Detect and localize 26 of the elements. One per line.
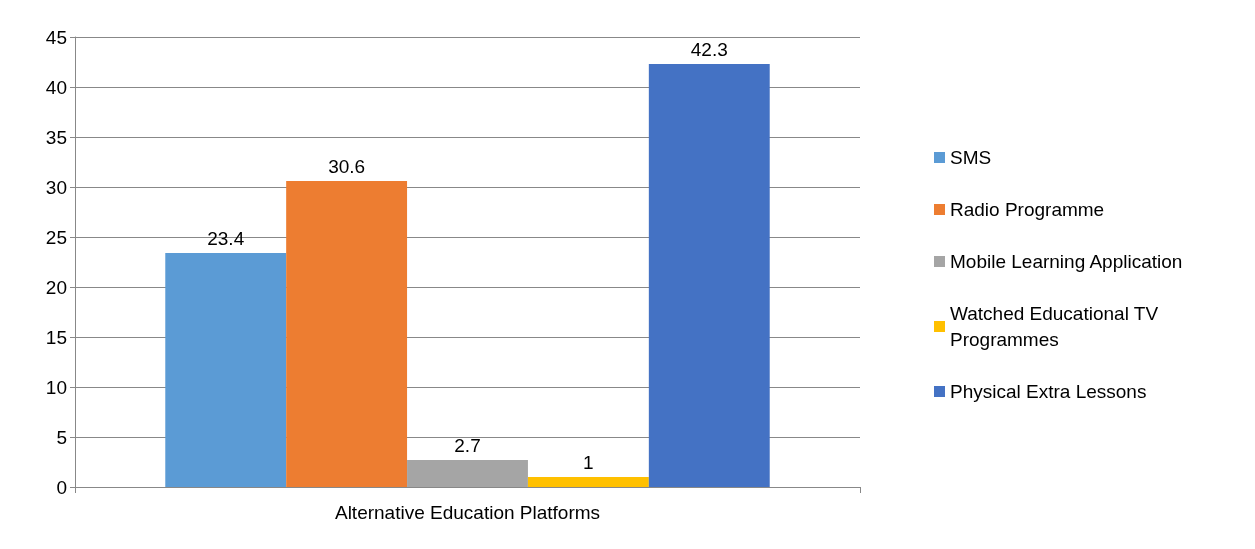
data-label: 30.6 [328,156,366,177]
data-label: 1 [583,452,594,473]
y-tick-label: 35 [45,126,67,148]
y-tick-label: 0 [56,476,67,498]
y-tick-label: 45 [45,26,67,48]
y-tick-label: 15 [45,326,67,348]
legend-label: Physical Extra Lessons [950,381,1147,402]
legend-label: SMS [950,147,992,168]
legend-label: Radio Programme [950,199,1105,220]
data-label: 23.4 [207,228,245,249]
y-tick-label: 20 [45,276,67,298]
bar [165,253,287,487]
bar [527,477,649,487]
bar [648,64,770,487]
data-label: 42.3 [690,39,728,60]
y-tick-label: 10 [45,376,67,398]
legend-label: Watched Educational TV Programmes [950,303,1164,350]
data-label: 2.7 [454,435,481,456]
y-tick-label: 5 [56,426,67,448]
y-tick-label: 40 [45,76,67,98]
y-tick-label: 25 [45,226,67,248]
x-tick-label: Alternative Education Platforms [334,502,601,523]
bar [286,181,408,487]
legend-label: Mobile Learning Application [950,251,1183,272]
y-tick-label: 30 [45,176,67,198]
bar [407,460,528,487]
